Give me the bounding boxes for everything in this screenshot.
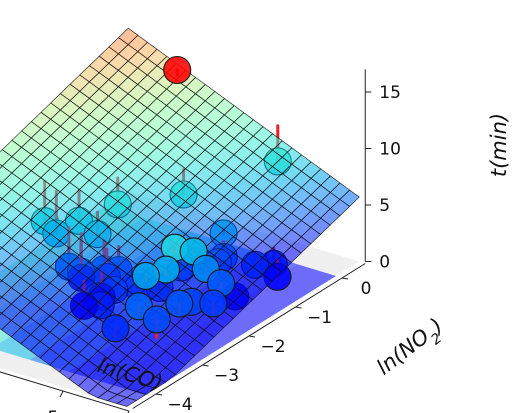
axis-ticks <box>59 91 372 413</box>
data-points <box>101 55 236 343</box>
x-tick <box>127 410 130 413</box>
z-tick-label: 10 <box>379 140 401 160</box>
fitted-plane <box>0 27 360 407</box>
data-point <box>142 305 171 334</box>
y-tick <box>248 335 256 338</box>
y-tick <box>341 277 349 280</box>
plane-cell <box>339 189 360 207</box>
x-axis-line <box>0 371 130 412</box>
data-point <box>165 289 194 318</box>
y-tick <box>202 364 209 367</box>
data-point <box>199 289 228 318</box>
x-tick-label: 5 <box>48 408 59 413</box>
y-axis-label: ln(NO2) <box>372 313 452 385</box>
data-point <box>131 261 160 290</box>
y-tick-label: 0 <box>361 279 372 299</box>
x-tick <box>59 390 64 398</box>
data-point <box>101 314 130 343</box>
z-tick-label: 15 <box>379 83 401 103</box>
y-tick <box>155 393 163 396</box>
data-point <box>163 55 192 85</box>
y-tick-label: −3 <box>214 366 239 386</box>
z-tick-label: 5 <box>379 196 390 216</box>
z-axis-label: t(min) <box>487 113 511 177</box>
y-tick <box>295 306 302 309</box>
y-tick-label: −1 <box>307 308 332 328</box>
z-tick-label: 0 <box>379 253 390 273</box>
y-tick-label: −4 <box>167 395 192 413</box>
y-tick-label: −2 <box>260 337 285 357</box>
